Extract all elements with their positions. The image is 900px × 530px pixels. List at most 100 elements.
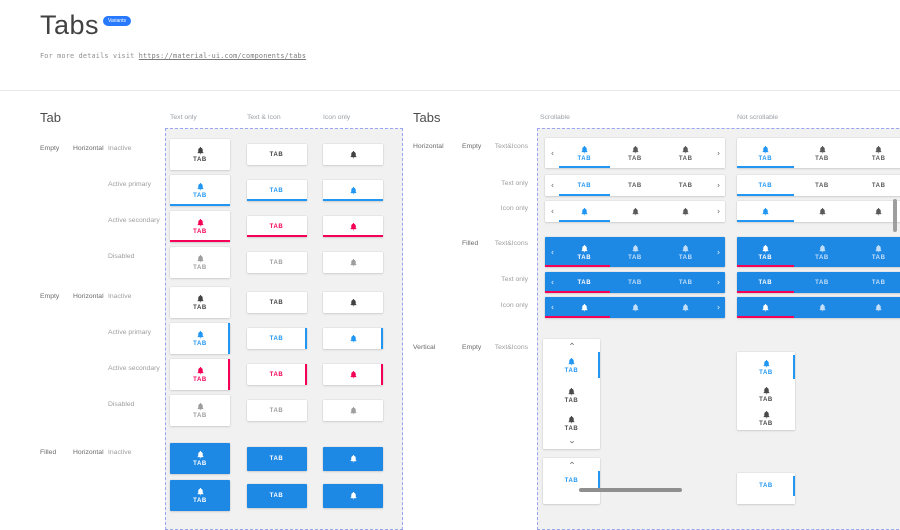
tab-active[interactable] (737, 297, 794, 318)
tab[interactable] (850, 201, 900, 222)
tab-text[interactable]: TAB (246, 446, 307, 471)
tab[interactable] (794, 201, 851, 222)
tab[interactable]: TAB (660, 175, 711, 196)
bell-icon (567, 387, 576, 396)
state-label: Active secondary (108, 217, 160, 224)
tab-active[interactable]: TAB (737, 138, 794, 168)
section-title-tab: Tab (40, 110, 61, 125)
chevron-right-icon[interactable] (711, 201, 725, 222)
tab[interactable]: TAB (794, 272, 851, 293)
tab[interactable]: TAB (794, 237, 851, 267)
chevron-right-icon[interactable] (711, 175, 725, 196)
tab-text[interactable]: TAB (246, 216, 307, 237)
chevron-right-icon[interactable] (711, 138, 725, 168)
tab-text-icon[interactable]: TAB (170, 287, 230, 318)
tab[interactable]: TAB (737, 406, 795, 430)
tab-text[interactable]: TAB (246, 483, 307, 508)
tab-text[interactable]: TAB (246, 400, 307, 421)
tab[interactable]: TAB (543, 409, 600, 437)
chevron-left-icon[interactable] (545, 175, 559, 196)
tab[interactable]: TAB (543, 381, 600, 409)
tab-icon[interactable] (323, 483, 383, 508)
tab-text-icon[interactable]: TAB (170, 211, 230, 242)
tab-icon[interactable] (323, 328, 383, 349)
tab-icon[interactable] (323, 216, 383, 237)
tab-active[interactable]: TAB (737, 272, 794, 293)
tab-text-icon[interactable]: TAB (170, 323, 230, 354)
tab-text-icon[interactable]: TAB (170, 443, 230, 474)
tab[interactable]: TAB (737, 382, 795, 406)
chevron-left-icon[interactable] (545, 138, 559, 168)
tab[interactable] (850, 297, 900, 318)
tab-active[interactable]: TAB (559, 138, 610, 168)
tab[interactable]: TAB (610, 237, 661, 267)
tab[interactable]: TAB (660, 237, 711, 267)
tab-icon[interactable] (323, 180, 383, 201)
tab-text[interactable]: TAB (246, 144, 307, 165)
docs-link[interactable]: https://material-ui.com/components/tabs (138, 52, 307, 60)
tab-active[interactable] (559, 201, 610, 222)
tab-text-icon[interactable]: TAB (170, 395, 230, 426)
chevron-left-icon[interactable] (545, 272, 559, 293)
tab-text-icon[interactable]: TAB (170, 480, 230, 511)
tab-active[interactable] (545, 297, 610, 318)
tab[interactable] (610, 297, 661, 318)
tab-active[interactable] (737, 201, 794, 222)
tab-icon[interactable] (323, 292, 383, 313)
chevron-right-icon[interactable] (711, 272, 725, 293)
vertical-scrollbar[interactable] (893, 199, 897, 232)
horizontal-scrollbar[interactable] (579, 488, 682, 492)
tab[interactable]: TAB (850, 175, 900, 196)
tab-text-icon[interactable]: TAB (170, 175, 230, 206)
chevron-right-icon[interactable] (711, 297, 725, 318)
tab[interactable] (794, 297, 851, 318)
tab-active[interactable]: TAB (543, 349, 600, 381)
tab-active[interactable]: TAB (737, 175, 794, 196)
chevron-right-icon[interactable] (711, 237, 725, 267)
tab-text[interactable]: TAB (246, 364, 307, 385)
tab-text-icon[interactable]: TAB (170, 247, 230, 278)
bell-icon (196, 182, 205, 191)
tab[interactable]: TAB (660, 272, 711, 293)
tab[interactable]: TAB (660, 138, 711, 168)
tab-icon[interactable] (323, 364, 383, 385)
bell-icon (567, 357, 576, 366)
tab-text[interactable]: TAB (246, 292, 307, 313)
tab[interactable]: TAB (610, 175, 661, 196)
tab-active[interactable]: TAB (545, 237, 610, 267)
tab-active[interactable]: TAB (737, 352, 795, 382)
tab[interactable] (660, 297, 711, 318)
tab[interactable]: TAB (794, 175, 851, 196)
chevron-left-icon[interactable] (545, 297, 559, 318)
tab-text[interactable]: TAB (246, 252, 307, 273)
tab[interactable]: TAB (850, 138, 900, 168)
tab-icon[interactable] (323, 144, 383, 165)
chevron-down-icon[interactable] (543, 437, 600, 447)
chevron-up-icon[interactable] (543, 339, 600, 349)
tab-text[interactable]: TAB (246, 180, 307, 201)
variant-label: Text&Icons (494, 143, 528, 150)
bell-icon (196, 146, 205, 155)
tab[interactable] (660, 201, 711, 222)
tab-icon[interactable] (323, 252, 383, 273)
tab-text-icon[interactable]: TAB (170, 359, 230, 390)
tab-text-icon[interactable]: TAB (170, 139, 230, 170)
tab-active[interactable]: TAB (559, 175, 610, 196)
tab[interactable]: TAB (610, 138, 661, 168)
tab-active[interactable]: TAB (737, 237, 794, 267)
tab-icon[interactable] (323, 446, 383, 471)
tab[interactable] (610, 201, 661, 222)
chevron-left-icon[interactable] (545, 237, 559, 267)
tab-text[interactable]: TAB (246, 328, 307, 349)
bell-icon (762, 386, 771, 395)
tab-icon[interactable] (323, 400, 383, 421)
tab-active[interactable]: TAB (543, 468, 600, 494)
tab[interactable]: TAB (610, 272, 661, 293)
tab[interactable]: TAB (794, 138, 851, 168)
tab-active[interactable]: TAB (737, 473, 795, 499)
tab-active[interactable]: TAB (545, 272, 610, 293)
tab[interactable]: TAB (850, 272, 900, 293)
chevron-left-icon[interactable] (545, 201, 559, 222)
chevron-up-icon[interactable] (543, 458, 600, 468)
tab[interactable]: TAB (850, 237, 900, 267)
